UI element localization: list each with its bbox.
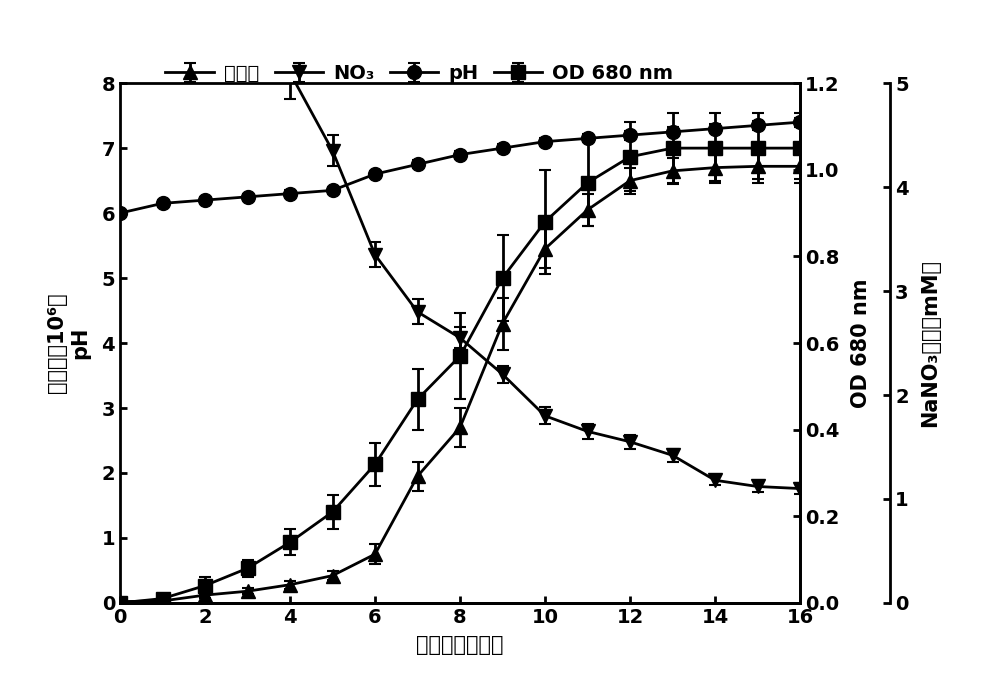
Y-axis label: NaNO₃浓度（mM）: NaNO₃浓度（mM） [920, 259, 940, 427]
Legend: 细胞数, NO₃, pH, OD 680 nm: 细胞数, NO₃, pH, OD 680 nm [158, 57, 681, 91]
Y-axis label: OD 680 nm: OD 680 nm [851, 279, 871, 407]
X-axis label: 培养时间（天）: 培养时间（天） [416, 635, 504, 655]
Y-axis label: 细胞数（10⁶）
pH: 细胞数（10⁶） pH [47, 292, 90, 394]
